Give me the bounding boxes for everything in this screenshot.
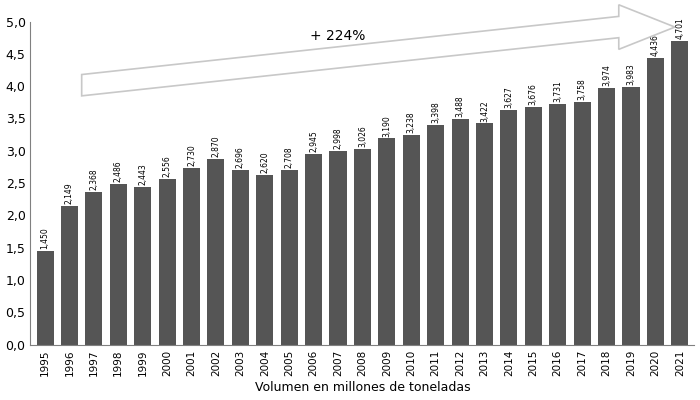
Bar <box>550 104 566 344</box>
Text: 2,945: 2,945 <box>309 131 318 152</box>
Text: 3,731: 3,731 <box>553 80 562 102</box>
Text: 3,488: 3,488 <box>456 96 465 117</box>
Bar <box>256 175 273 344</box>
Text: 2,730: 2,730 <box>187 144 196 166</box>
Text: 2,870: 2,870 <box>211 136 220 157</box>
X-axis label: Volumen en millones de toneladas: Volumen en millones de toneladas <box>255 382 470 394</box>
Bar <box>305 154 322 344</box>
Bar <box>134 187 151 344</box>
Text: 3,026: 3,026 <box>358 125 367 147</box>
Text: 2,998: 2,998 <box>333 127 342 149</box>
Bar <box>573 102 591 344</box>
Bar <box>159 180 176 344</box>
Bar <box>61 206 78 344</box>
Text: 2,708: 2,708 <box>285 146 294 168</box>
Bar <box>622 87 640 344</box>
Text: 3,398: 3,398 <box>431 101 440 123</box>
Bar <box>207 159 225 344</box>
Text: 3,676: 3,676 <box>528 83 538 105</box>
Bar <box>378 138 395 344</box>
Bar <box>232 170 249 344</box>
Bar <box>354 149 371 344</box>
Text: 3,238: 3,238 <box>407 112 416 134</box>
Text: 2,696: 2,696 <box>236 147 245 168</box>
Text: 3,627: 3,627 <box>505 86 513 108</box>
Bar <box>452 119 468 344</box>
Text: 3,983: 3,983 <box>626 64 636 85</box>
Text: 3,190: 3,190 <box>382 115 391 136</box>
Text: 3,974: 3,974 <box>602 64 611 86</box>
Bar <box>525 107 542 344</box>
Text: 1,450: 1,450 <box>41 227 50 249</box>
Bar <box>330 151 346 344</box>
Bar <box>598 88 615 344</box>
Bar <box>402 135 420 344</box>
Text: 4,701: 4,701 <box>676 17 685 39</box>
Bar <box>281 170 297 344</box>
Text: 3,422: 3,422 <box>480 100 489 122</box>
Text: 2,368: 2,368 <box>90 168 99 190</box>
Text: 2,556: 2,556 <box>162 156 172 178</box>
Text: 2,620: 2,620 <box>260 152 270 173</box>
Bar <box>183 168 200 344</box>
Text: 4,436: 4,436 <box>651 34 660 56</box>
Bar <box>36 251 54 344</box>
Bar <box>671 41 688 344</box>
Bar <box>476 124 493 344</box>
Text: 2,443: 2,443 <box>138 163 147 185</box>
Text: + 224%: + 224% <box>310 29 365 43</box>
Bar <box>647 58 664 344</box>
Text: 3,758: 3,758 <box>578 78 587 100</box>
Bar <box>427 125 444 344</box>
Bar <box>110 184 127 344</box>
Polygon shape <box>82 5 675 96</box>
Text: 2,149: 2,149 <box>65 182 74 204</box>
Bar <box>85 192 102 344</box>
Bar <box>500 110 517 344</box>
Text: 2,486: 2,486 <box>114 160 122 182</box>
